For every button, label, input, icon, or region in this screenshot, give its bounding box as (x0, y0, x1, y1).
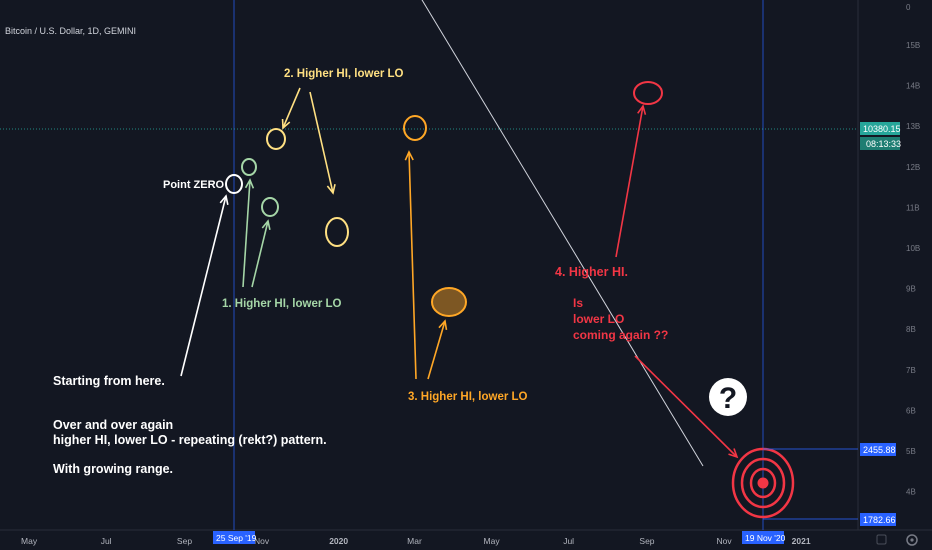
point-zero-circle (225, 174, 243, 194)
settings-icon[interactable] (876, 534, 887, 545)
label1-arrow-low-head (261, 219, 271, 230)
lower-trendline (421, 0, 704, 467)
gear-icon[interactable] (906, 534, 918, 546)
time-tick-label: Mar (407, 536, 422, 546)
question-line-3: coming again ?? (573, 328, 668, 342)
time-tick-label: Nov (716, 536, 732, 546)
question-line-1: Is (573, 296, 583, 310)
volume-tick-label: 0 (906, 3, 911, 12)
label2-arrow-low (309, 91, 334, 194)
label4-arrow-high (615, 105, 644, 258)
annotation-overlays (180, 81, 739, 459)
time-tick-label: May (21, 536, 38, 546)
over-note-line-1: Over and over again (53, 418, 173, 432)
volume-tick-label: 11B (906, 203, 920, 212)
volume-tick-label: 12B (906, 163, 920, 172)
trendlines (421, 0, 704, 467)
volume-tick-label: 8B (906, 325, 916, 334)
time-tick-label: 2021 (792, 536, 811, 546)
symbol-title: Bitcoin / U.S. Dollar, 1D, GEMINI (5, 26, 136, 36)
over-note-line-4: With growing range. (53, 462, 173, 476)
time-tick-label: May (484, 536, 501, 546)
target-bullseye-icon (731, 447, 795, 519)
countdown-tag (860, 137, 900, 150)
current-price-value: 10380.15 (863, 124, 901, 134)
target-low-value: 1782.66 (863, 515, 896, 525)
label3-high-circle (403, 115, 427, 141)
point-zero-label: Point ZERO (163, 179, 225, 191)
volume-tick-label: 14B (906, 82, 920, 91)
volume-tick-label: 6B (906, 406, 916, 415)
annotation-label-1: 1. Higher HI, lower LO (222, 298, 342, 310)
label2-arrow-low-head (326, 184, 336, 195)
volume-tick-label: 10B (906, 244, 920, 253)
label2-high-circle (266, 128, 286, 150)
label1-arrow-low (251, 220, 269, 288)
start-date-tag (213, 531, 255, 544)
label1-arrow-high (242, 179, 251, 288)
volume-tick-label: 13B (906, 122, 920, 131)
annotation-label-2: 2. Higher HI, lower LO (284, 68, 404, 80)
time-tick-label: Nov (254, 536, 270, 546)
time-tick-label: Jul (101, 536, 112, 546)
volume-tick-label: 15B (906, 41, 920, 50)
label3-arrow-low-head (438, 319, 448, 331)
volume-tick-label: 5B (906, 447, 916, 456)
countdown-value: 08:13:33 (866, 139, 901, 149)
time-tick-label: 2020 (329, 536, 348, 546)
volume-axis: 0 15B 14B 13B 12B 11B 10B 9B 8B 7B 6B 5B 4B (906, 3, 920, 497)
label1-arrow-high-head (244, 178, 255, 189)
label3-low-circle (431, 287, 467, 317)
label3-arrow-high (408, 151, 417, 380)
label3-arrow-high-head (404, 150, 414, 161)
time-tick-label: Jul (563, 536, 574, 546)
volume-tick-label: 7B (906, 366, 916, 375)
target-high-value: 2455.88 (863, 445, 896, 455)
end-date-value: 19 Nov '20 (745, 533, 786, 543)
end-date-tag (742, 531, 784, 544)
label4-arrow-high-head (637, 104, 647, 115)
target-arrow-head (728, 448, 739, 459)
label2-arrow-high-head (281, 118, 291, 130)
question-mark-icon: ? (719, 382, 737, 415)
label3-arrow-low (427, 320, 446, 380)
volume-tick-label: 9B (906, 285, 916, 294)
annotation-label-3: 3. Higher HI, lower LO (408, 391, 528, 403)
label2-arrow-high (282, 87, 301, 129)
label1-low-circle (261, 197, 279, 217)
question-badge (709, 378, 747, 416)
question-line-2: lower LO (573, 312, 624, 326)
label2-low-circle (325, 217, 349, 247)
target-high-tag (860, 443, 896, 456)
current-price-tag (860, 122, 900, 135)
time-tick-label: Sep (177, 536, 192, 546)
label4-high-circle (633, 81, 663, 105)
target-low-tag (860, 513, 896, 526)
start-date-value: 25 Sep '19 (216, 533, 257, 543)
starting-arrow-head (219, 194, 229, 205)
label1-high-circle (241, 158, 257, 176)
over-note-line-2: higher HI, lower LO - repeating (rekt?) … (53, 433, 327, 447)
time-tick-label: Sep (639, 536, 654, 546)
volume-tick-label: 4B (906, 488, 916, 497)
starting-arrow (180, 195, 227, 377)
time-axis[interactable]: May Jul Sep Nov 2020 Mar May Jul Sep Nov 2021 (21, 536, 811, 546)
annotation-label-4: 4. Higher HI. (555, 265, 628, 279)
starting-note: Starting from here. (53, 374, 165, 388)
target-arrow (634, 355, 738, 458)
